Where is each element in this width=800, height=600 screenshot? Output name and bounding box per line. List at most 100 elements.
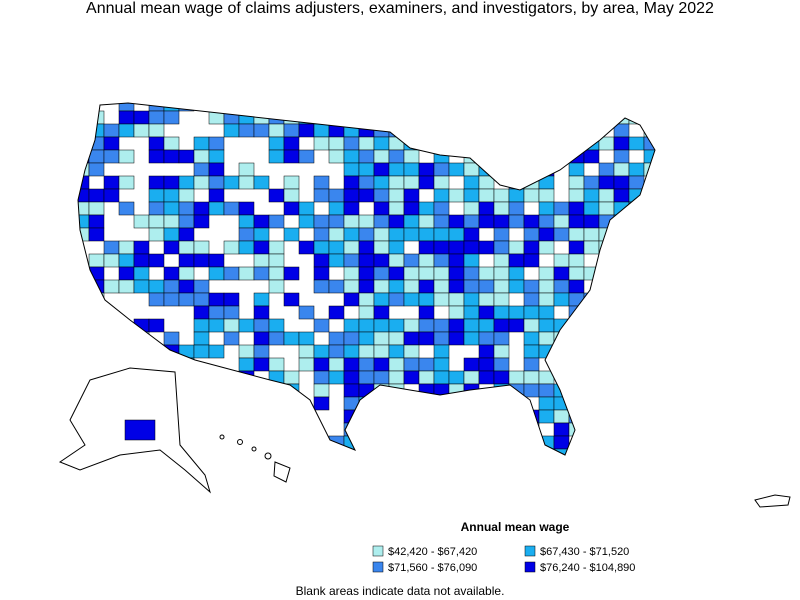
region [358,422,375,437]
region [568,240,585,255]
region [78,149,90,164]
region [313,279,330,294]
region [298,240,315,255]
region [538,188,555,203]
region [493,344,510,359]
region [448,370,465,385]
region [403,175,420,190]
region [313,188,330,203]
region [613,110,630,125]
region [148,175,165,190]
region [463,279,480,294]
region [613,292,630,307]
region [659,202,674,215]
region [433,396,450,411]
region [508,266,525,281]
region [343,331,360,346]
region [643,110,655,125]
region [178,344,195,359]
legend: Annual mean wage $42,420 - $67,420 $67,43… [372,520,635,574]
region [478,305,495,320]
region [358,110,375,125]
region [508,162,525,177]
region [643,435,655,450]
region [343,266,360,281]
region [283,292,300,307]
region [313,136,330,151]
region [238,422,255,437]
region [463,448,480,455]
region [418,240,435,255]
region [133,240,150,255]
region [88,370,105,385]
region [343,318,360,333]
region [193,396,210,411]
region [553,435,570,450]
region [313,253,330,268]
region [613,279,630,294]
region [583,383,600,398]
region [298,201,315,216]
region [373,253,390,268]
region [613,383,630,398]
region [433,344,450,359]
hawaii-outline [219,434,291,483]
region [493,103,510,112]
region [403,344,420,359]
region [358,305,375,320]
region [238,201,255,216]
region [238,175,255,190]
region [598,188,615,203]
region [358,162,375,177]
region [463,175,480,190]
region [463,292,480,307]
region [598,331,615,346]
region [643,422,655,437]
region [193,318,210,333]
region [313,448,330,455]
region [598,266,615,281]
region [208,292,225,307]
region [253,396,270,411]
region [373,188,390,203]
region [163,149,180,164]
region [448,136,465,151]
region [433,201,450,216]
region [388,110,405,125]
region [313,357,330,372]
region [508,409,525,424]
region [659,241,674,254]
region [103,383,120,398]
region [388,344,405,359]
region [538,396,555,411]
region [403,370,420,385]
region [418,201,435,216]
region [313,318,330,333]
region [598,396,615,411]
region [373,110,390,125]
region [418,318,435,333]
region [223,266,240,281]
region [493,305,510,320]
region [628,396,645,411]
region [523,344,540,359]
region [78,318,90,333]
region [358,435,375,450]
region [523,188,540,203]
region [643,162,655,177]
region [148,357,165,372]
region [418,448,435,455]
region [568,123,585,138]
region [613,448,630,455]
region [238,318,255,333]
region [508,305,525,320]
region [103,149,120,164]
region [298,331,315,346]
region [598,253,615,268]
region [163,240,180,255]
region [643,331,655,346]
region [598,279,615,294]
region [553,149,570,164]
region [553,214,570,229]
